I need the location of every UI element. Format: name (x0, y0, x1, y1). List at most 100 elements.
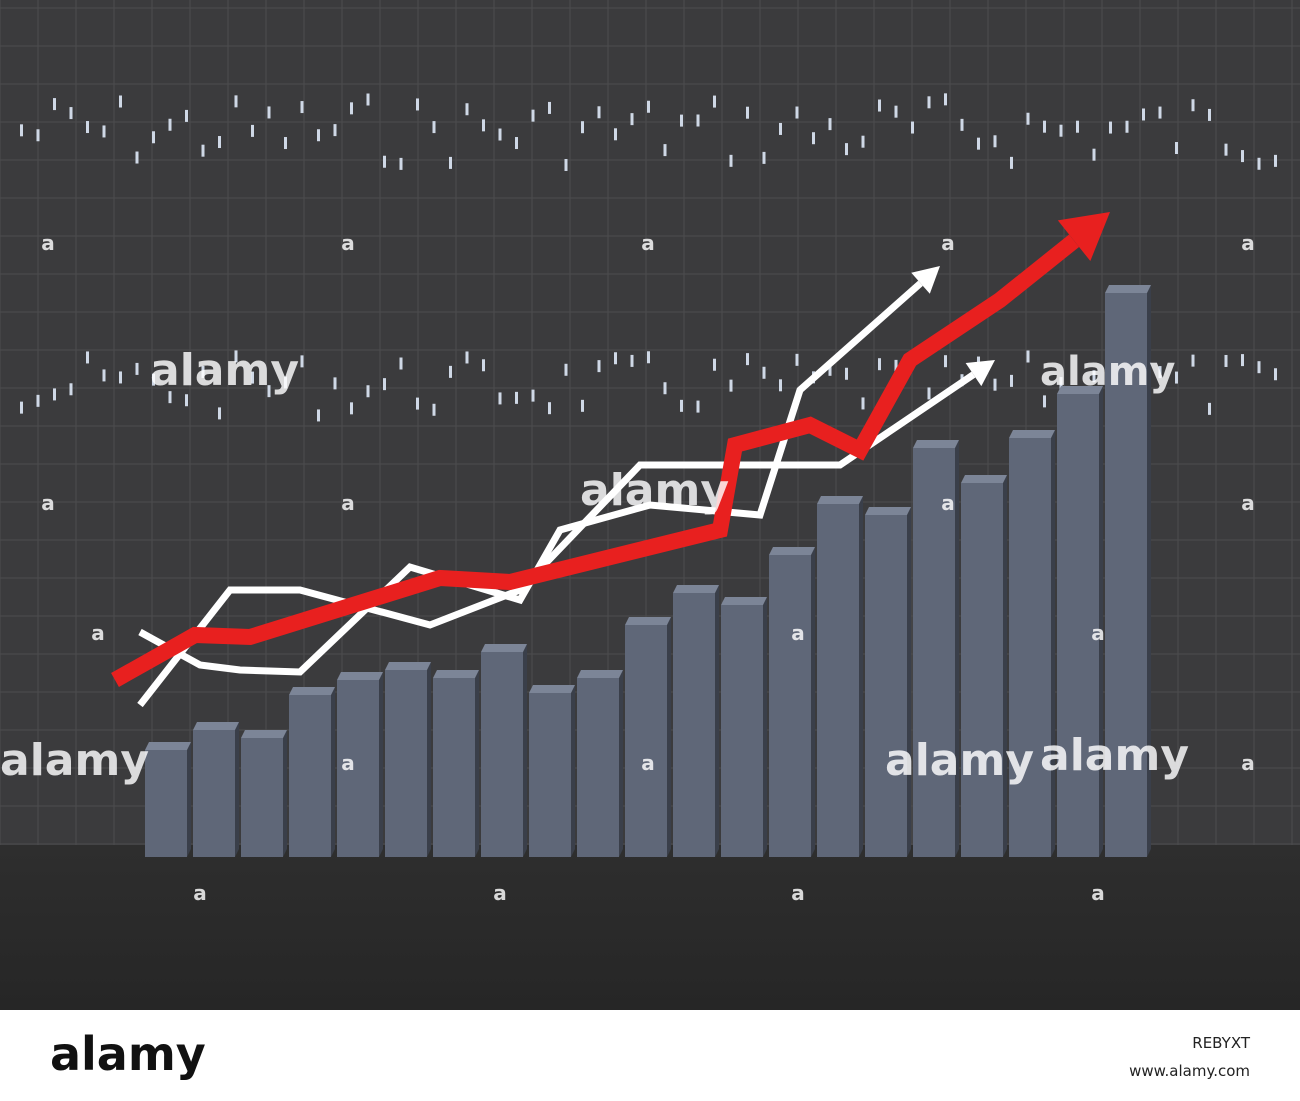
bar-side (571, 685, 575, 857)
candle (350, 102, 353, 115)
candle (878, 99, 881, 112)
bar-top (385, 662, 431, 670)
bar-side (379, 672, 383, 857)
bar (577, 678, 619, 857)
candle (383, 378, 386, 391)
candle (1257, 361, 1261, 374)
candle (300, 355, 304, 368)
candle (1092, 148, 1096, 161)
candle (1224, 143, 1228, 156)
candle (36, 129, 40, 142)
watermark-mark: a (41, 231, 55, 255)
candle (465, 351, 469, 364)
bar-top (673, 585, 719, 593)
watermark: alamy (150, 345, 299, 396)
candle (218, 136, 221, 149)
watermark-mark: a (1241, 491, 1255, 515)
candle (696, 400, 700, 413)
bar-side (283, 730, 287, 857)
trend-line (138, 280, 923, 676)
watermark-mark: a (341, 751, 355, 775)
bar (721, 605, 763, 857)
bar-top (145, 742, 191, 750)
bar-side (331, 687, 335, 857)
candle (69, 383, 73, 396)
candle (102, 369, 106, 382)
bar-top (961, 475, 1007, 483)
bar-top (865, 507, 911, 515)
candle (449, 365, 452, 378)
candle (894, 105, 898, 118)
bar-top (721, 597, 767, 605)
candle (696, 114, 700, 127)
watermark-mark: a (91, 621, 105, 645)
watermark-mark: a (1241, 751, 1255, 775)
candle (20, 124, 23, 137)
candle (812, 132, 815, 145)
bar (241, 738, 283, 857)
bar-side (1099, 386, 1103, 857)
arrow-head (965, 360, 995, 387)
bar (337, 680, 379, 857)
candle (1158, 106, 1162, 119)
bar-side (427, 662, 431, 857)
candle (366, 93, 370, 106)
arrow-head (1057, 212, 1110, 262)
watermark: alamy (0, 735, 149, 786)
candle (927, 387, 931, 400)
candle (531, 109, 535, 122)
watermark-mark: a (941, 491, 955, 515)
candle (69, 107, 73, 120)
watermark-mark: a (1241, 231, 1255, 255)
watermark: alamy (1040, 349, 1175, 395)
candle (713, 95, 716, 108)
bar-side (715, 585, 719, 857)
candle (630, 113, 634, 126)
candle (515, 137, 518, 150)
bar-side (1147, 285, 1151, 857)
bar-side (619, 670, 623, 857)
bar (529, 693, 571, 857)
candle (201, 366, 205, 379)
watermark-mark: a (1091, 881, 1105, 905)
candle (1257, 157, 1261, 170)
bar-side (187, 742, 191, 857)
candle (1109, 121, 1112, 134)
candle (1191, 99, 1195, 112)
candle (1076, 120, 1079, 133)
candle (1059, 377, 1063, 390)
candle (597, 360, 601, 373)
candle (234, 95, 238, 108)
candle (482, 119, 485, 132)
candle (548, 402, 551, 415)
candle (1208, 108, 1211, 121)
candle (597, 106, 601, 119)
candle (911, 121, 914, 134)
candle (614, 128, 617, 141)
trend-line (137, 371, 976, 708)
candle (828, 363, 832, 376)
bar (1009, 438, 1051, 857)
candle (251, 371, 254, 384)
candle (1125, 120, 1129, 133)
bar (961, 483, 1003, 857)
bar (1057, 394, 1099, 857)
watermark-mark: a (193, 881, 207, 905)
candle (135, 151, 139, 164)
watermark-mark: a (493, 881, 507, 905)
watermark-mark: a (791, 621, 805, 645)
candle (383, 155, 386, 168)
bar-side (955, 440, 959, 857)
candle (663, 382, 667, 395)
footer (0, 1010, 1300, 1101)
candle (399, 357, 403, 370)
trend-line (111, 234, 1080, 687)
watermark-mark: a (941, 231, 955, 255)
candle (317, 129, 320, 142)
candle (746, 353, 749, 366)
candle (729, 154, 733, 167)
candle (333, 124, 337, 137)
candle (333, 377, 337, 390)
candle (944, 93, 947, 106)
candle (762, 151, 766, 164)
